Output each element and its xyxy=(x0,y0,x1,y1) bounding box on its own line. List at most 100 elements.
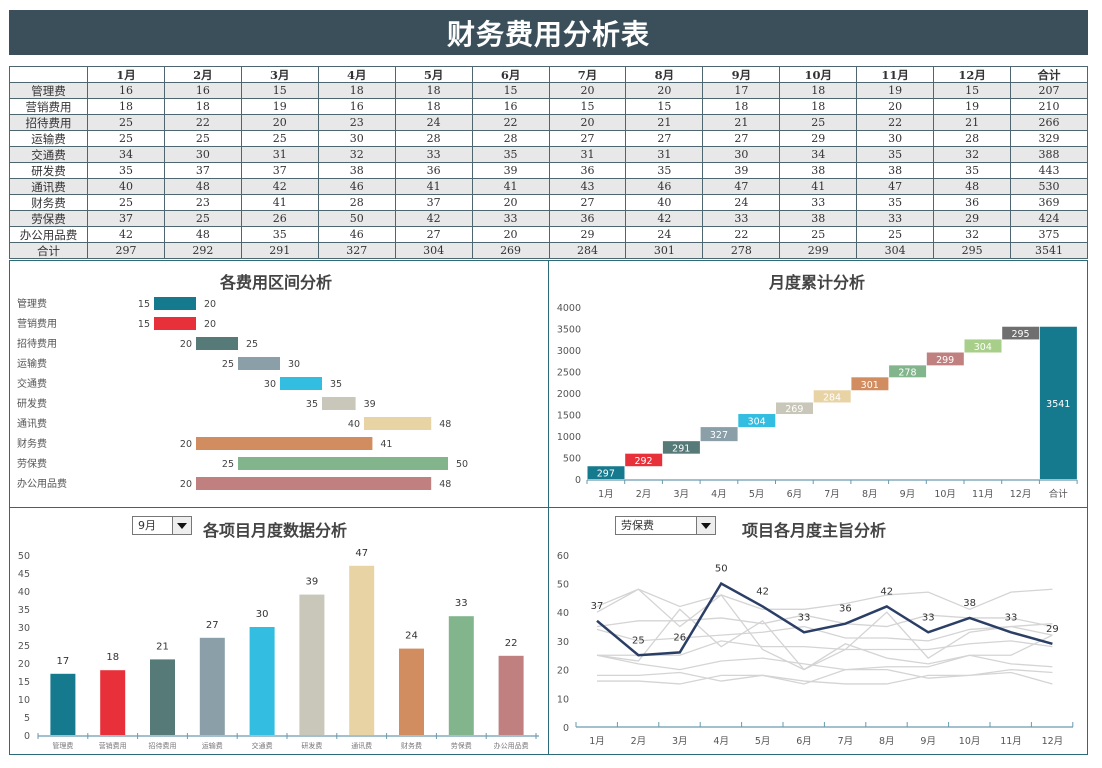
table-cell: 35 xyxy=(933,162,1012,179)
column-header: 5月 xyxy=(394,66,473,83)
chevron-down-icon[interactable] xyxy=(696,517,715,534)
bar xyxy=(50,673,76,735)
table-cell: 38 xyxy=(317,162,396,179)
x-tick: 营销费用 xyxy=(99,741,127,750)
bar-label: 304 xyxy=(974,342,992,353)
table-cell: 301 xyxy=(625,242,704,259)
table-cell: 31 xyxy=(548,146,627,163)
bar xyxy=(100,670,126,735)
table-cell: 18 xyxy=(779,98,858,115)
background-series-line xyxy=(597,640,1053,656)
y-tick: 30 xyxy=(18,623,30,634)
waterfall-bar xyxy=(964,339,1002,353)
min-label: 40 xyxy=(348,419,360,430)
y-tick: 1000 xyxy=(557,432,581,443)
table-cell: 530 xyxy=(1010,178,1088,195)
table-cell: 25 xyxy=(163,130,242,147)
table-cell: 295 xyxy=(933,242,1012,259)
min-label: 30 xyxy=(264,379,276,390)
bar xyxy=(150,659,175,735)
row-label: 运输费 xyxy=(9,130,88,147)
min-label: 25 xyxy=(222,359,234,370)
table-cell: 41 xyxy=(394,178,473,195)
table-cell: 327 xyxy=(317,242,396,259)
table-cell: 46 xyxy=(317,226,396,243)
table-row: 合计 297 292 291 327 304 269 284 301 278 299 304 295 35… xyxy=(9,242,1088,259)
table-cell: 21 xyxy=(625,114,704,131)
waterfall-bar xyxy=(738,414,776,428)
range-chart-panel: 各费用区间分析 管理费 15 20 营销费用 15 20 招待费用 20 25 运输费 25 30 交通… xyxy=(9,260,549,508)
background-series-line xyxy=(596,614,1053,628)
y-tick: 2000 xyxy=(557,389,581,400)
table-cell: 20 xyxy=(625,82,704,99)
table-header-row: 1月 2月 3月 4月 5月 6月 7月 8月 9月 10月 11月 12月 合计 xyxy=(9,66,1088,83)
x-tick: 招待费用 xyxy=(149,741,177,750)
table-cell: 33 xyxy=(471,210,550,227)
table-cell: 42 xyxy=(240,178,319,195)
table-cell: 36 xyxy=(933,194,1012,211)
table-cell: 18 xyxy=(702,98,781,115)
table-cell: 292 xyxy=(163,242,242,259)
bar-label: 292 xyxy=(634,456,652,467)
x-tick: 管理费 xyxy=(52,741,73,750)
column-header: 2月 xyxy=(163,66,242,83)
y-tick: 35 xyxy=(18,605,30,616)
waterfall-bar xyxy=(700,427,738,442)
table-cell: 42 xyxy=(625,210,704,227)
column-header: 7月 xyxy=(548,66,627,83)
table-cell: 24 xyxy=(625,226,704,243)
x-tick: 11月 xyxy=(972,489,994,500)
category-label: 通讯费 xyxy=(17,417,47,430)
column-header: 11月 xyxy=(856,66,935,83)
column-header: 8月 xyxy=(625,66,704,83)
table-cell: 210 xyxy=(1010,98,1088,115)
row-label: 营销费用 xyxy=(9,98,88,115)
row-label: 办公用品费 xyxy=(9,226,88,243)
table-cell: 27 xyxy=(394,226,473,243)
x-tick: 财务费 xyxy=(401,741,422,750)
max-label: 20 xyxy=(204,299,216,310)
bar-label: 297 xyxy=(597,469,615,480)
table-cell: 41 xyxy=(779,178,858,195)
table-cell: 35 xyxy=(856,194,935,211)
x-tick: 研发费 xyxy=(301,741,322,750)
table-cell: 25 xyxy=(163,210,242,227)
table-cell: 37 xyxy=(394,194,473,211)
table-cell: 21 xyxy=(702,114,781,131)
table-cell: 30 xyxy=(702,146,781,163)
chevron-down-icon[interactable] xyxy=(172,517,191,534)
waterfall-chart: 0 500 1000 1500 2000 2500 3000 3500 4000 1月 297 2月 2… xyxy=(557,303,1078,500)
table-cell: 15 xyxy=(548,98,627,115)
row-label: 交通费 xyxy=(9,146,88,163)
table-cell: 16 xyxy=(87,82,165,99)
y-tick: 10 xyxy=(18,695,30,706)
row-label: 通讯费 xyxy=(9,178,88,195)
bar-label: 284 xyxy=(823,392,841,403)
table-cell: 33 xyxy=(394,146,473,163)
max-label: 48 xyxy=(439,419,451,430)
category-label: 运输费 xyxy=(17,357,47,370)
min-label: 15 xyxy=(138,319,150,330)
point-label: 26 xyxy=(673,632,686,643)
title-bar: 财务费用分析表 xyxy=(9,10,1088,55)
point-label: 25 xyxy=(632,635,645,646)
point-label: 50 xyxy=(715,564,728,575)
month-select[interactable]: 9月 xyxy=(132,516,192,535)
table-cell: 26 xyxy=(240,210,319,227)
x-tick: 劳保费 xyxy=(451,741,472,750)
table-cell: 35 xyxy=(471,146,550,163)
table-cell: 19 xyxy=(933,98,1012,115)
x-tick: 7月 xyxy=(824,489,840,500)
x-tick: 8月 xyxy=(862,489,878,500)
max-label: 39 xyxy=(364,399,376,410)
background-series-line xyxy=(596,588,1053,671)
table-cell: 3541 xyxy=(1010,242,1088,259)
table-cell: 34 xyxy=(779,146,858,163)
x-tick: 2月 xyxy=(636,489,652,500)
table-cell: 15 xyxy=(240,82,319,99)
background-series-line xyxy=(596,625,1053,642)
table-row: 营销费用 18 18 19 16 18 16 15 15 18 18 20 19 210 xyxy=(9,98,1088,115)
item-select[interactable]: 劳保费 xyxy=(615,516,716,535)
table-row: 招待费用 25 22 20 23 24 22 20 21 21 25 22 21 266 xyxy=(9,114,1088,131)
y-tick: 25 xyxy=(18,641,30,652)
